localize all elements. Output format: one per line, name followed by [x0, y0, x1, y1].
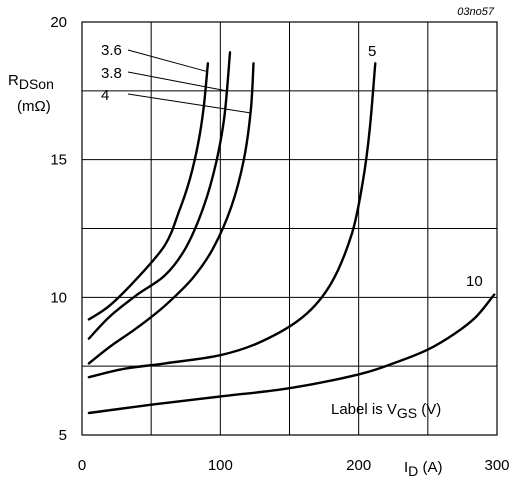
x-tick-label-200: 200 — [346, 457, 371, 474]
y-tick-label-15: 15 — [50, 152, 67, 169]
vgs-note-sub: GS — [397, 405, 417, 421]
figure-id: 03no57 — [457, 6, 495, 18]
y-tick-label-5: 5 — [59, 427, 67, 444]
series-vgs-4 — [87, 62, 255, 365]
plot-frame — [81, 21, 498, 436]
x-axis-label-sub: D — [408, 463, 418, 479]
leader-line-3-8 — [127, 71, 227, 92]
gridlines — [82, 22, 497, 435]
x-axis-label-unit: (A) — [418, 459, 442, 476]
curve-label-3-6: 3.6 — [101, 42, 122, 59]
vgs-note: Label is VGS (V) — [331, 401, 441, 421]
series-vgs-3-6 — [87, 62, 210, 321]
vgs-note-prefix: Label is V — [331, 401, 397, 418]
curve-label-3-8: 3.8 — [101, 65, 122, 82]
y-tick-label-20: 20 — [50, 14, 67, 31]
curve-label-4: 4 — [101, 87, 109, 104]
series-vgs-3-8 — [87, 51, 232, 340]
label-leaders — [127, 49, 251, 114]
series-vgs-10 — [87, 293, 496, 415]
y-axis-label: RDSon — [8, 72, 54, 92]
x-tick-label-100: 100 — [208, 457, 233, 474]
x-tick-label-0: 0 — [78, 457, 86, 474]
curves — [87, 51, 496, 415]
x-tick-label-300: 300 — [484, 457, 509, 474]
series-vgs-5 — [87, 62, 377, 379]
leader-line-4 — [127, 93, 251, 114]
vgs-note-suffix: (V) — [417, 401, 441, 418]
y-tick-label-10: 10 — [50, 289, 67, 306]
tick-labels: 0 100 200 300 5 10 15 20 — [50, 14, 509, 474]
y-axis-label-main: R — [8, 72, 19, 89]
x-axis-label-main: I — [404, 459, 408, 476]
y-axis-label-sub: DSon — [19, 76, 54, 92]
leader-line-3-6 — [127, 49, 208, 73]
y-axis-unit: (mΩ) — [17, 98, 51, 115]
curve-label-10: 10 — [466, 273, 483, 290]
curve-label-5: 5 — [368, 43, 376, 60]
x-axis-label: ID (A) — [404, 459, 442, 479]
